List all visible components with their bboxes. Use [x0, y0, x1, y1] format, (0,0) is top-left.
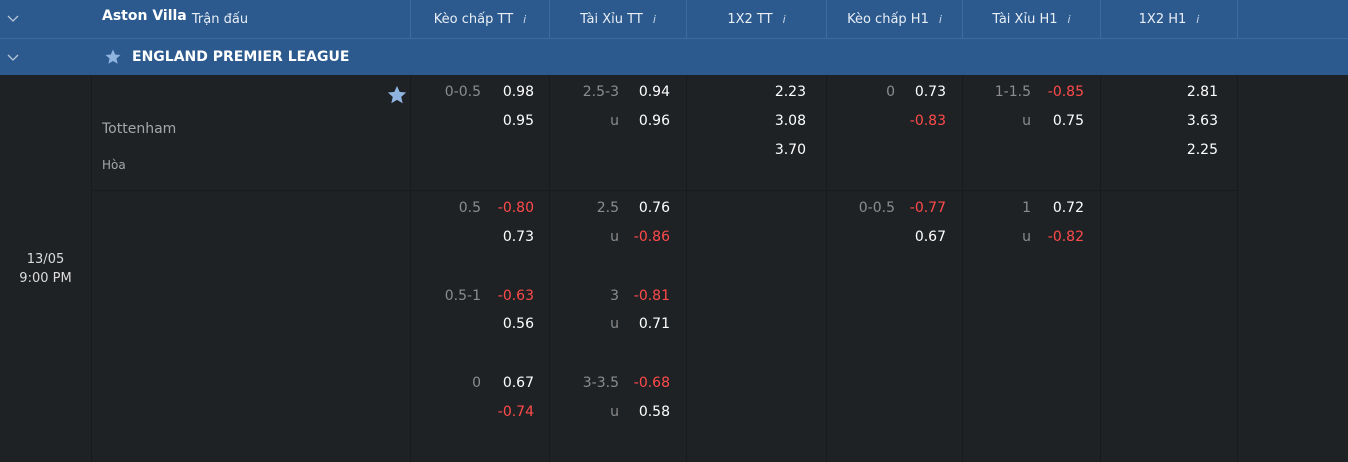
- info-icon[interactable]: i: [1067, 12, 1071, 26]
- ou-h1-under-odd[interactable]: 0.75: [1052, 113, 1084, 129]
- ou-ft-under-odd[interactable]: -0.86: [633, 229, 670, 245]
- chevron-down-icon[interactable]: [6, 50, 20, 64]
- col-header-label: Kèo chấp H1: [847, 11, 929, 27]
- col-header-label: Tài Xỉu H1: [992, 11, 1058, 27]
- match-body: 13/05 9:00 PM: [0, 75, 1348, 462]
- hdp-h1-line: 0: [886, 84, 895, 100]
- ou-h1-over-odd[interactable]: 0.72: [1052, 200, 1084, 216]
- column-divider: [826, 75, 827, 462]
- league-name: ENGLAND PREMIER LEAGUE: [132, 49, 350, 65]
- ou-ft-under-odd[interactable]: 0.71: [638, 316, 670, 332]
- hdp-ft-home-odd[interactable]: -0.63: [497, 288, 534, 304]
- ou-h1-under-label: u: [1022, 113, 1031, 129]
- column-divider: [686, 75, 687, 462]
- ou-ft-over-odd[interactable]: -0.81: [633, 288, 670, 304]
- ou-ft-under-label: u: [610, 113, 619, 129]
- ou-h1-line: 1: [1022, 200, 1031, 216]
- table-header: Trận đấu Kèo chấp TT i Tài Xỉu TT i 1X2 TT…: [0, 0, 1348, 38]
- ou-h1-line: 1-1.5: [994, 84, 1031, 100]
- col-header-label: Tài Xỉu TT: [580, 11, 643, 27]
- x12-ft-draw-odd[interactable]: 3.70: [774, 142, 806, 158]
- ou-ft-line: 2.5: [596, 200, 619, 216]
- ou-ft-line: 2.5-3: [582, 84, 619, 100]
- away-team-name[interactable]: Tottenham: [102, 121, 177, 137]
- match-time: 9:00 PM: [19, 270, 72, 286]
- hdp-ft-away-odd[interactable]: 0.56: [502, 316, 534, 332]
- col-header-label: Trận đấu: [191, 11, 249, 27]
- col-header-ou-h1: Tài Xỉu H1 i: [963, 0, 1101, 38]
- col-header-label: 1X2 H1: [1138, 11, 1187, 27]
- ou-ft-line: 3: [610, 288, 619, 304]
- hdp-ft-away-odd[interactable]: 0.73: [502, 229, 534, 245]
- col-header-hdp-ft: Kèo chấp TT i: [411, 0, 550, 38]
- col-header-1x2-h1: 1X2 H1 i: [1101, 0, 1238, 38]
- info-icon[interactable]: i: [652, 12, 656, 26]
- hdp-h1-away-odd[interactable]: -0.83: [909, 113, 946, 129]
- hdp-h1-home-odd[interactable]: 0.73: [914, 84, 946, 100]
- match-teams-cell: [92, 75, 411, 462]
- col-header-label: Kèo chấp TT: [433, 11, 514, 27]
- x12-ft-away-odd[interactable]: 3.08: [774, 113, 806, 129]
- x12-h1-home-odd[interactable]: 2.81: [1186, 84, 1218, 100]
- col-header-1x2-ft: 1X2 TT i: [687, 0, 827, 38]
- star-icon[interactable]: [104, 48, 122, 66]
- ou-h1-under-odd[interactable]: -0.82: [1047, 229, 1084, 245]
- ou-ft-over-odd[interactable]: 0.76: [638, 200, 670, 216]
- league-row[interactable]: ENGLAND PREMIER LEAGUE: [0, 38, 1348, 76]
- ou-ft-over-odd[interactable]: -0.68: [633, 375, 670, 391]
- hdp-h1-home-odd[interactable]: -0.77: [909, 200, 946, 216]
- column-divider: [549, 75, 550, 462]
- ou-ft-line: 3-3.5: [582, 375, 619, 391]
- ou-h1-over-odd[interactable]: -0.85: [1047, 84, 1084, 100]
- ou-ft-under-odd[interactable]: 0.96: [638, 113, 670, 129]
- x12-h1-draw-odd[interactable]: 2.25: [1186, 142, 1218, 158]
- hdp-ft-home-odd[interactable]: 0.98: [502, 84, 534, 100]
- row-divider: [92, 190, 1238, 191]
- hdp-ft-home-odd[interactable]: 0.67: [502, 375, 534, 391]
- ou-ft-under-odd[interactable]: 0.58: [638, 404, 670, 420]
- col-header-ou-ft: Tài Xỉu TT i: [550, 0, 687, 38]
- column-divider: [962, 75, 963, 462]
- col-header-label: 1X2 TT: [727, 11, 773, 27]
- hdp-h1-away-odd[interactable]: 0.67: [914, 229, 946, 245]
- ou-ft-over-odd[interactable]: 0.94: [638, 84, 670, 100]
- info-icon[interactable]: i: [782, 12, 786, 26]
- ou-ft-under-label: u: [610, 404, 619, 420]
- info-icon[interactable]: i: [523, 12, 527, 26]
- hdp-ft-away-odd[interactable]: -0.74: [497, 404, 534, 420]
- info-icon[interactable]: i: [938, 12, 942, 26]
- draw-label: Hòa: [102, 158, 126, 172]
- hdp-ft-home-odd[interactable]: -0.80: [497, 200, 534, 216]
- hdp-ft-line: 0: [472, 375, 481, 391]
- ou-h1-under-label: u: [1022, 229, 1031, 245]
- favorite-star-icon[interactable]: [386, 84, 408, 106]
- col-header-hdp-h1: Kèo chấp H1 i: [827, 0, 963, 38]
- match-date: 13/05: [26, 251, 65, 267]
- col-header-match: Trận đấu: [30, 0, 411, 38]
- x12-h1-away-odd[interactable]: 3.63: [1186, 113, 1218, 129]
- column-divider: [1237, 75, 1238, 462]
- column-divider: [1100, 75, 1101, 462]
- chevron-down-icon[interactable]: [6, 11, 20, 25]
- match-time-cell: 13/05 9:00 PM: [0, 75, 92, 462]
- x12-ft-home-odd[interactable]: 2.23: [774, 84, 806, 100]
- hdp-ft-line: 0-0.5: [444, 84, 481, 100]
- ou-ft-under-label: u: [610, 316, 619, 332]
- hdp-ft-line: 0.5: [458, 200, 481, 216]
- hdp-h1-line: 0-0.5: [858, 200, 895, 216]
- ou-ft-under-label: u: [610, 229, 619, 245]
- info-icon[interactable]: i: [1196, 12, 1200, 26]
- hdp-ft-line: 0.5-1: [444, 288, 481, 304]
- hdp-ft-away-odd[interactable]: 0.95: [502, 113, 534, 129]
- home-team-name[interactable]: Aston Villa: [102, 8, 187, 24]
